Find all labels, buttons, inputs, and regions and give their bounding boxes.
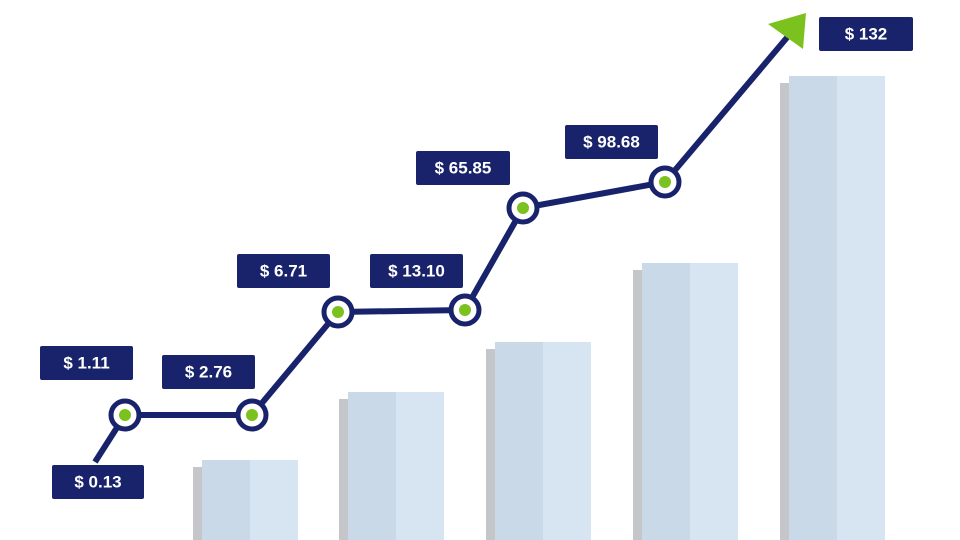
bar bbox=[486, 342, 591, 540]
price-text: $ 132 bbox=[845, 25, 888, 44]
node bbox=[506, 191, 540, 225]
node bbox=[321, 295, 355, 329]
bar bbox=[339, 392, 444, 540]
price-text: $ 0.13 bbox=[74, 473, 121, 492]
price-text: $ 13.10 bbox=[388, 262, 445, 281]
price-label: $ 1.11 bbox=[40, 346, 133, 380]
node bbox=[108, 398, 142, 432]
price-label: $ 13.10 bbox=[370, 254, 463, 288]
price-text: $ 65.85 bbox=[435, 159, 492, 178]
bar bbox=[193, 460, 298, 540]
bars bbox=[193, 76, 885, 540]
node bbox=[648, 165, 682, 199]
price-label: $ 2.76 bbox=[162, 355, 255, 389]
price-text: $ 2.76 bbox=[185, 363, 232, 382]
price-label: $ 98.68 bbox=[565, 125, 658, 159]
node bbox=[235, 398, 269, 432]
node bbox=[448, 293, 482, 327]
price-label: $ 0.13 bbox=[52, 465, 144, 499]
bar bbox=[780, 76, 885, 540]
price-text: $ 1.11 bbox=[63, 354, 109, 373]
price-label: $ 132 bbox=[819, 17, 913, 51]
nodes bbox=[108, 165, 682, 432]
price-text: $ 98.68 bbox=[583, 133, 640, 152]
price-label: $ 6.71 bbox=[237, 254, 330, 288]
bar bbox=[633, 263, 738, 540]
price-text: $ 6.71 bbox=[260, 262, 307, 281]
growth-line bbox=[92, 32, 793, 464]
arrow-head bbox=[768, 13, 806, 49]
price-label: $ 65.85 bbox=[416, 151, 510, 185]
